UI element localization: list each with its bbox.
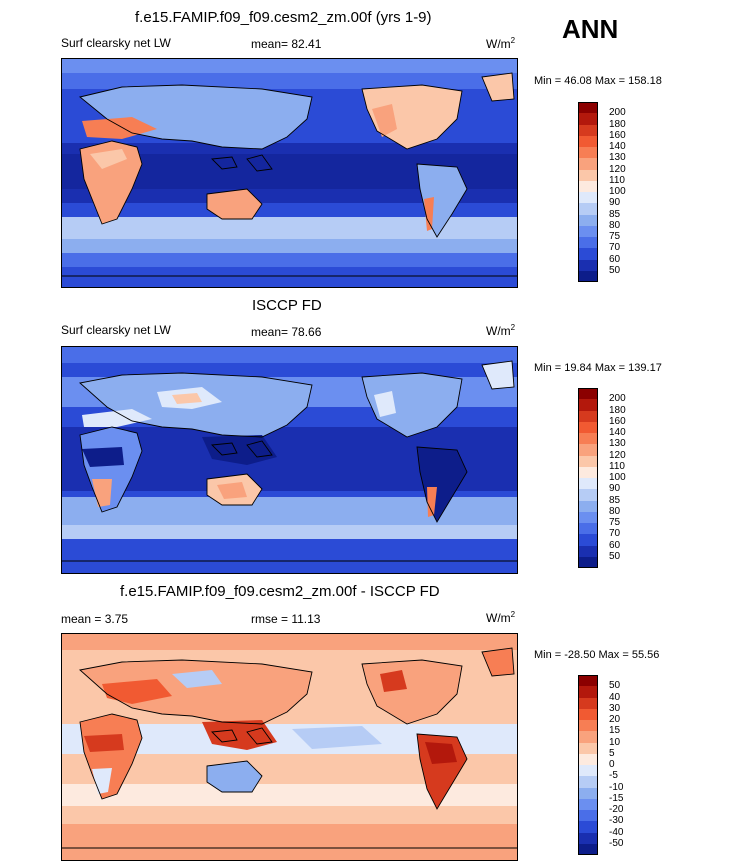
colorbar-tick-label: -15 — [609, 792, 624, 804]
colorbar-tick-label: 85 — [609, 494, 621, 506]
panel2-map — [61, 346, 518, 574]
colorbar-tick-label: -20 — [609, 804, 624, 815]
colorbar-tick-label: 15 — [609, 725, 621, 737]
colorbar-tick-label: -10 — [609, 781, 624, 793]
panel3-units: W/m2 — [486, 610, 516, 625]
colorbar-tick-label: 100 — [609, 472, 626, 483]
colorbar-tick-label: 120 — [609, 163, 626, 175]
colorbar-tick-label: 130 — [609, 152, 626, 164]
panel1-minmax: Min = 46.08 Max = 158.18 — [534, 75, 662, 87]
colorbar-tick-label: 80 — [609, 219, 621, 231]
colorbar-tick-label: 40 — [609, 691, 621, 703]
colorbar-tick-label: -5 — [609, 770, 618, 782]
panel1-mean-label: mean= 82.41 — [251, 37, 322, 51]
colorbar-tick-label: 10 — [609, 736, 621, 748]
colorbar-frame — [578, 102, 598, 282]
panel2-variable-label: Surf clearsky net LW — [61, 323, 171, 337]
colorbar-tick-label: 75 — [609, 231, 621, 242]
panel3-rmse-label: rmse = 11.13 — [251, 612, 321, 626]
colorbar-tick-label: 200 — [609, 107, 626, 119]
colorbar-tick-label: -50 — [609, 837, 624, 849]
colorbar-tick-label: 70 — [609, 528, 621, 540]
colorbar-tick-label: 60 — [609, 253, 621, 265]
colorbar-tick-label: 110 — [609, 174, 625, 186]
colorbar-tick-label: 140 — [609, 427, 626, 438]
colorbar-tick-label: 75 — [609, 517, 621, 528]
panel2-title: ISCCP FD — [252, 297, 322, 314]
panel3-colorbar — [578, 675, 598, 855]
colorbar-tick-label: 110 — [609, 460, 625, 472]
colorbar-tick-label: 85 — [609, 208, 621, 220]
colorbar-tick-label: 100 — [609, 186, 626, 197]
panel3-title: f.e15.FAMIP.f09_f09.cesm2_zm.00f - ISCCP… — [120, 583, 440, 600]
panel2-colorbar — [578, 388, 598, 568]
panel1-map — [61, 58, 518, 288]
colorbar-tick-label: 180 — [609, 118, 626, 130]
panel3-map-field — [62, 634, 517, 860]
colorbar-frame — [578, 675, 598, 855]
colorbar-tick-label: 0 — [609, 759, 615, 770]
panel2-map-field — [62, 347, 517, 573]
colorbar-frame — [578, 388, 598, 568]
colorbar-tick-label: 60 — [609, 539, 621, 551]
panel1-variable-label: Surf clearsky net LW — [61, 36, 171, 50]
colorbar-tick-label: 130 — [609, 438, 626, 450]
colorbar-tick-label: 90 — [609, 483, 621, 495]
panel3-mean-label: mean = 3.75 — [61, 612, 129, 626]
colorbar-tick-label: 120 — [609, 449, 626, 461]
panel2-mean-label: mean= 78.66 — [251, 325, 322, 339]
colorbar-tick-label: 200 — [609, 393, 626, 405]
panel2-minmax: Min = 19.84 Max = 139.17 — [534, 362, 662, 374]
colorbar-tick-label: 20 — [609, 714, 621, 725]
panel1-map-field — [62, 59, 517, 287]
colorbar-tick-label: 50 — [609, 550, 621, 562]
colorbar-tick-label: 180 — [609, 404, 626, 416]
colorbar-tick-label: 160 — [609, 129, 626, 141]
colorbar-tick-label: 80 — [609, 505, 621, 517]
colorbar-tick-label: 140 — [609, 141, 626, 152]
panel3-minmax: Min = -28.50 Max = 55.56 — [534, 649, 660, 661]
season-label: ANN — [562, 14, 619, 44]
panel1-units: W/m2 — [486, 36, 516, 51]
colorbar-tick-label: 30 — [609, 702, 621, 714]
colorbar-tick-label: 50 — [609, 680, 621, 692]
colorbar-tick-label: 90 — [609, 197, 621, 209]
colorbar-tick-label: -30 — [609, 815, 624, 827]
colorbar-tick-label: 5 — [609, 747, 615, 759]
panel2-units: W/m2 — [486, 323, 516, 338]
colorbar-tick-label: 70 — [609, 242, 621, 254]
panel3-map — [61, 633, 518, 861]
colorbar-tick-label: 160 — [609, 415, 626, 427]
panel1-title: f.e15.FAMIP.f09_f09.cesm2_zm.00f (yrs 1-… — [135, 9, 432, 26]
colorbar-tick-label: 50 — [609, 264, 621, 276]
panel1-colorbar — [578, 102, 598, 282]
colorbar-tick-label: -40 — [609, 826, 624, 838]
